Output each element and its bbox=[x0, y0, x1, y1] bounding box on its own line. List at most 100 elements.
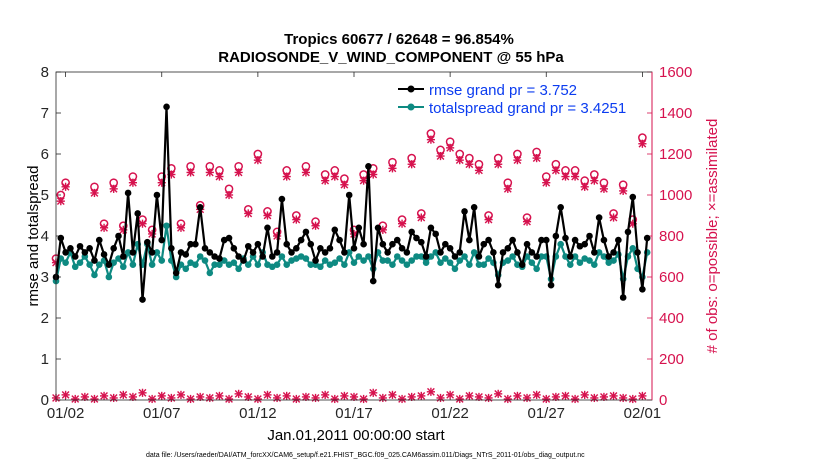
rmse-point bbox=[317, 245, 324, 252]
rmse-point bbox=[76, 242, 84, 250]
rmse-line bbox=[54, 105, 649, 301]
obs-baseline-point bbox=[455, 394, 464, 404]
obs-assimilated-point bbox=[436, 151, 445, 161]
totalspread-point bbox=[533, 265, 540, 273]
rmse-point bbox=[129, 249, 137, 256]
rmse-point bbox=[518, 261, 526, 269]
rmse-point bbox=[321, 249, 329, 256]
rmse-point bbox=[249, 249, 257, 256]
obs-baseline-point bbox=[138, 388, 147, 397]
rmse-point bbox=[206, 249, 214, 256]
obs-baseline-point bbox=[311, 393, 320, 403]
obs-assimilated-point bbox=[455, 156, 464, 165]
rmse-point bbox=[634, 249, 641, 256]
rmse-point bbox=[62, 249, 69, 256]
totalspread-point bbox=[124, 249, 132, 256]
rmse-point bbox=[216, 255, 223, 262]
rmse-point bbox=[389, 240, 396, 248]
rmse-point bbox=[552, 232, 560, 240]
rmse-point bbox=[413, 234, 420, 242]
rmse-point bbox=[264, 224, 271, 232]
rmse-point bbox=[615, 236, 622, 244]
obs-assimilated-point bbox=[359, 176, 368, 185]
rmse-point bbox=[124, 189, 132, 197]
obs-baseline-point bbox=[90, 394, 99, 404]
rmse-point bbox=[610, 249, 617, 256]
y-tick-label-left: 2 bbox=[41, 310, 49, 327]
obs-assimilated-point bbox=[619, 186, 628, 195]
y-tick-label-right: 1600 bbox=[659, 64, 692, 81]
totalspread-point bbox=[528, 259, 536, 266]
rmse-point bbox=[201, 245, 209, 252]
rmse-point bbox=[187, 240, 194, 248]
totalspread-point bbox=[475, 261, 483, 269]
rmse-point bbox=[480, 240, 488, 248]
rmse-point bbox=[542, 236, 550, 244]
legend-rmse-label: rmse grand pr = 3.752 bbox=[429, 82, 577, 99]
rmse-point bbox=[369, 277, 377, 285]
rmse-point bbox=[528, 249, 536, 256]
obs-baseline-point bbox=[263, 390, 272, 399]
rmse-point bbox=[283, 240, 291, 248]
totalspread-point bbox=[586, 257, 593, 264]
rmse-point bbox=[475, 253, 483, 260]
totalspread-point bbox=[283, 261, 291, 269]
obs-baseline-point bbox=[532, 390, 541, 399]
rmse-point bbox=[244, 242, 252, 250]
y-tick-label-right: 1200 bbox=[659, 146, 692, 163]
rmse-point bbox=[230, 245, 238, 252]
rmse-point bbox=[523, 240, 531, 248]
rmse-point bbox=[499, 249, 507, 256]
rmse-point bbox=[466, 236, 473, 244]
obs-baseline-point bbox=[273, 393, 282, 403]
obs-baseline-point bbox=[61, 390, 70, 399]
rmse-point bbox=[105, 261, 113, 269]
rmse-point bbox=[619, 294, 627, 301]
rmse-point bbox=[533, 253, 540, 260]
obs-assimilated-point bbox=[446, 143, 455, 152]
obs-baseline-point bbox=[628, 394, 637, 404]
rmse-point bbox=[225, 234, 233, 242]
rmse-point bbox=[538, 236, 545, 244]
obs-assimilated-point bbox=[128, 178, 137, 187]
obs-assimilated-point bbox=[580, 182, 589, 191]
chart-title: Tropics 60677 / 62648 = 96.854% bbox=[284, 31, 514, 48]
x-tick-label: 01/07 bbox=[143, 405, 181, 422]
obs-assimilated-point bbox=[205, 168, 214, 177]
rmse-point bbox=[336, 236, 343, 244]
rmse-point bbox=[110, 245, 117, 252]
totalspread-point bbox=[610, 257, 617, 264]
obs-assimilated-point bbox=[513, 156, 522, 165]
obs-baseline-point bbox=[301, 392, 311, 402]
rmse-point bbox=[134, 210, 142, 217]
obs-assimilated-point bbox=[330, 172, 339, 181]
y-tick-label-left: 4 bbox=[41, 228, 49, 245]
rmse-point bbox=[148, 249, 156, 256]
totalspread-point bbox=[182, 265, 190, 273]
y-tick-label-left: 5 bbox=[41, 187, 49, 204]
y-axis-label-left: rmse and totalspread bbox=[25, 166, 42, 307]
totalspread-point bbox=[398, 257, 406, 264]
rmse-point bbox=[293, 245, 300, 252]
totalspread-point bbox=[629, 245, 637, 252]
obs-baseline-point bbox=[282, 391, 291, 400]
obs-baseline-point bbox=[561, 391, 570, 400]
totalspread-point bbox=[230, 259, 238, 266]
rmse-point bbox=[139, 296, 146, 303]
obs-assimilated-point bbox=[340, 180, 349, 189]
obs-assimilated-point bbox=[244, 209, 253, 218]
x-tick-label: 01/22 bbox=[431, 405, 469, 422]
obs-assimilated-point bbox=[503, 184, 512, 193]
obs-assimilated-point bbox=[465, 160, 474, 169]
totalspread-point bbox=[76, 259, 84, 266]
totalspread-point bbox=[485, 255, 492, 262]
rmse-point bbox=[57, 234, 65, 242]
obs-baseline-point bbox=[292, 394, 301, 404]
obs-baseline-point bbox=[99, 391, 109, 400]
totalspread-point bbox=[403, 261, 411, 269]
totalspread-point bbox=[393, 253, 401, 260]
rmse-point bbox=[172, 269, 180, 277]
right-axis: 0 200 400 600 800 1000 1200 1400 1600 bbox=[647, 64, 692, 409]
obs-baseline-point bbox=[397, 394, 407, 404]
totalspread-point bbox=[461, 253, 468, 260]
